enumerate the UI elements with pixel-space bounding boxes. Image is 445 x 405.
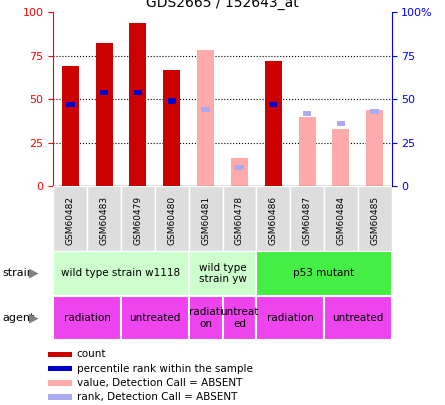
Text: GSM60479: GSM60479	[134, 196, 142, 245]
Text: ▶: ▶	[29, 311, 39, 324]
Bar	[49, 380, 72, 386]
Bar	[189, 251, 256, 296]
Bar	[121, 186, 155, 251]
Bar	[53, 296, 121, 340]
Text: untreat
ed: untreat ed	[220, 307, 259, 329]
Bar	[256, 251, 392, 296]
Bar	[168, 98, 176, 104]
Text: p53 mutant: p53 mutant	[293, 269, 355, 278]
Bar	[100, 90, 109, 95]
Text: GSM60478: GSM60478	[235, 196, 244, 245]
Bar	[324, 186, 358, 251]
Text: GSM60487: GSM60487	[303, 196, 312, 245]
Bar	[66, 102, 75, 107]
Bar	[256, 186, 290, 251]
Bar	[163, 70, 180, 186]
Text: GSM60484: GSM60484	[336, 196, 345, 245]
Bar	[290, 186, 324, 251]
Bar	[303, 111, 312, 116]
Text: untreated: untreated	[332, 313, 384, 323]
Text: radiation: radiation	[267, 313, 314, 323]
Bar	[235, 164, 244, 170]
Bar	[222, 186, 256, 251]
Text: GSM60485: GSM60485	[370, 196, 379, 245]
Text: count: count	[77, 350, 106, 360]
Bar	[49, 366, 72, 371]
Text: GSM60481: GSM60481	[201, 196, 210, 245]
Bar	[222, 296, 256, 340]
Bar	[269, 102, 278, 107]
Bar	[371, 109, 379, 114]
Text: GSM60483: GSM60483	[100, 196, 109, 245]
Bar	[53, 186, 87, 251]
Text: agent: agent	[2, 313, 35, 323]
Text: GSM60482: GSM60482	[66, 196, 75, 245]
Bar	[96, 43, 113, 186]
Bar	[256, 296, 324, 340]
Bar	[189, 296, 222, 340]
Bar	[87, 186, 121, 251]
Bar	[332, 129, 349, 186]
Bar	[134, 90, 142, 95]
Text: percentile rank within the sample: percentile rank within the sample	[77, 364, 252, 374]
Text: GSM60480: GSM60480	[167, 196, 176, 245]
Bar	[121, 296, 189, 340]
Text: wild type strain w1118: wild type strain w1118	[61, 269, 181, 278]
Bar	[129, 23, 146, 186]
Bar	[62, 66, 79, 186]
Bar	[231, 158, 248, 186]
Bar	[49, 352, 72, 357]
Bar	[202, 107, 210, 112]
Text: radiation: radiation	[64, 313, 111, 323]
Bar	[299, 117, 316, 186]
Bar	[197, 51, 214, 186]
Text: untreated: untreated	[129, 313, 181, 323]
Text: wild type
strain yw: wild type strain yw	[198, 262, 247, 284]
Text: GSM60486: GSM60486	[269, 196, 278, 245]
Text: rank, Detection Call = ABSENT: rank, Detection Call = ABSENT	[77, 392, 237, 402]
Bar	[337, 121, 345, 126]
Bar	[49, 394, 72, 400]
Title: GDS2665 / 152643_at: GDS2665 / 152643_at	[146, 0, 299, 10]
Bar	[324, 296, 392, 340]
Bar	[366, 110, 383, 186]
Text: strain: strain	[2, 269, 34, 278]
Bar	[189, 186, 222, 251]
Bar	[265, 61, 282, 186]
Bar	[358, 186, 392, 251]
Text: ▶: ▶	[29, 267, 39, 280]
Text: radiati
on: radiati on	[189, 307, 222, 329]
Bar	[53, 251, 189, 296]
Text: value, Detection Call = ABSENT: value, Detection Call = ABSENT	[77, 378, 242, 388]
Bar	[155, 186, 189, 251]
